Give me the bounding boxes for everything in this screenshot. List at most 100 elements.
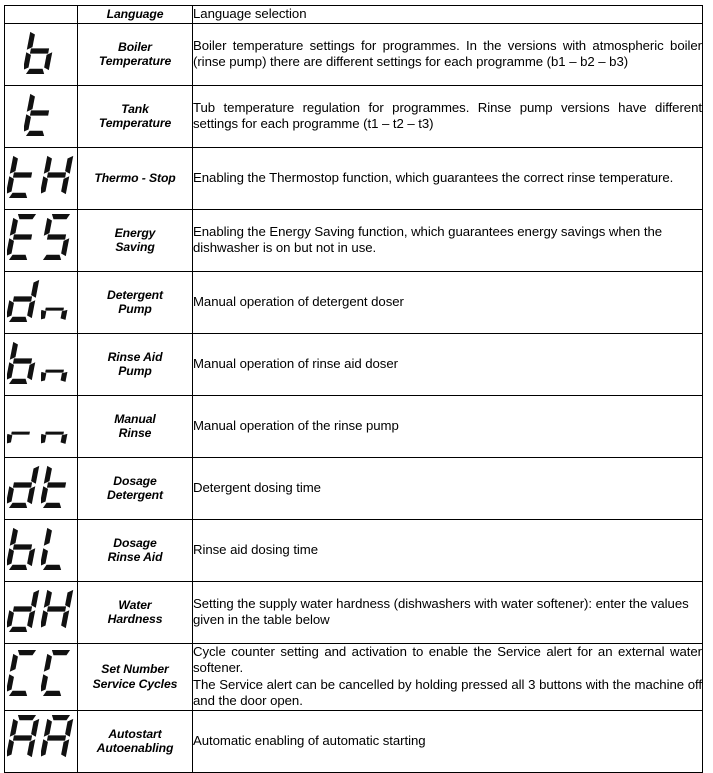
segment-d xyxy=(25,68,45,74)
segment-c xyxy=(61,237,70,256)
table-row: Boiler Temperature Boiler temperature sett… xyxy=(4,22,703,86)
segment-a xyxy=(17,213,37,219)
description-cell: Enabling the Thermostop function, which … xyxy=(192,146,703,210)
display-code-cell xyxy=(4,332,78,396)
segment-a xyxy=(17,650,37,656)
parameter-table-body: Language Language selection Boiler Temperat… xyxy=(4,5,703,773)
seven-segment-code-b xyxy=(24,24,58,80)
segment-g xyxy=(12,605,33,612)
display-code-cell xyxy=(4,518,78,582)
table-row: Rinse Aid Pump Manual operation of rinse a… xyxy=(4,332,703,396)
segment-g xyxy=(12,295,33,302)
segment-a xyxy=(51,213,71,219)
segment-b xyxy=(65,155,74,174)
parameter-name-line: Language xyxy=(106,7,164,22)
segment-d xyxy=(42,691,62,697)
parameter-name-line: Pump xyxy=(118,364,152,379)
description-text-secondary: The Service alert can be cancelled by ho… xyxy=(193,676,702,709)
parameter-table: Language Language selection Boiler Temperat… xyxy=(4,5,703,773)
table-row: Water Hardness Setting the supply water ha… xyxy=(4,580,703,644)
segment-e xyxy=(41,485,48,504)
seven-segment-char-d xyxy=(7,582,41,638)
segment-c xyxy=(60,433,68,444)
parameter-name-line: Water xyxy=(118,597,152,612)
segment-d xyxy=(8,316,28,322)
segment-f xyxy=(9,527,18,546)
segment-e xyxy=(41,309,47,320)
parameter-name-line: Dosage xyxy=(113,473,157,488)
segment-e xyxy=(24,113,31,132)
parameter-name-cell: Energy Saving xyxy=(77,208,193,272)
segment-b xyxy=(31,718,40,737)
parameter-name-cell: Set Number Service Cycles xyxy=(77,642,193,711)
parameter-name-line: Energy xyxy=(114,225,156,240)
segment-e xyxy=(7,175,14,194)
description-cell: Boiler temperature settings for programm… xyxy=(192,22,703,86)
segment-a xyxy=(17,714,37,721)
segment-b xyxy=(65,589,74,608)
segment-g xyxy=(45,369,64,373)
display-code-cell xyxy=(4,84,78,148)
seven-segment-char-H xyxy=(41,148,75,204)
parameter-name-line: Rinse xyxy=(118,426,152,441)
segment-c xyxy=(27,547,36,566)
description-text: Rinse aid dosing time xyxy=(193,541,319,557)
parameter-name-line: Pump xyxy=(118,302,152,317)
display-code-cell xyxy=(4,456,78,520)
seven-segment-char-C xyxy=(41,646,75,702)
segment-g xyxy=(11,431,30,435)
seven-segment-char-n xyxy=(41,396,75,452)
description-cell: Manual operation of detergent doser xyxy=(192,270,703,334)
segment-e xyxy=(7,609,14,628)
segment-c xyxy=(27,485,36,504)
segment-f xyxy=(43,465,52,484)
table-row: Energy Saving Enabling the Energy Saving f… xyxy=(4,208,703,272)
segment-f xyxy=(43,155,52,174)
seven-segment-char-r xyxy=(7,396,41,452)
table-row: Set Number Service Cycles Cycle counter se… xyxy=(4,642,703,711)
segment-f xyxy=(9,155,18,174)
description-cell: Language selection xyxy=(192,5,703,24)
seven-segment-char-S xyxy=(41,210,75,266)
table-row: Detergent Pump Manual operation of deterge… xyxy=(4,270,703,334)
segment-e xyxy=(41,175,48,194)
parameter-name-cell: Dosage Detergent xyxy=(77,456,193,520)
seven-segment-code-dH xyxy=(7,582,75,638)
parameter-name-line: Tank xyxy=(121,101,149,116)
segment-f xyxy=(43,718,52,737)
segment-e xyxy=(7,485,14,504)
segment-d xyxy=(8,192,28,198)
seven-segment-char-d xyxy=(7,458,41,514)
segment-g xyxy=(12,171,33,178)
seven-segment-char-A xyxy=(41,711,75,767)
segment-e xyxy=(41,433,47,444)
description-text: Enabling the Energy Saving function, whi… xyxy=(193,223,663,256)
display-code-cell xyxy=(4,709,78,773)
description-text: Enabling the Thermostop function, which … xyxy=(193,169,674,185)
description-cell: Cycle counter setting and activation to … xyxy=(192,642,703,711)
segment-f xyxy=(43,589,52,608)
segment-f xyxy=(43,527,52,546)
segment-d xyxy=(8,502,28,508)
table-row: Dosage Rinse Aid Rinse aid dosing time xyxy=(4,518,703,582)
seven-segment-code-dt xyxy=(7,458,75,514)
parameter-name-cell: Language xyxy=(77,5,193,24)
display-code-cell xyxy=(4,270,78,334)
segment-a xyxy=(51,650,71,656)
segment-c xyxy=(27,361,36,380)
segment-e xyxy=(41,609,48,628)
segment-d xyxy=(42,254,62,260)
parameter-name-line: Detergent xyxy=(107,488,163,503)
segment-f xyxy=(9,654,18,672)
segment-f xyxy=(9,341,18,360)
description-text: Manual operation of the rinse pump xyxy=(193,417,399,433)
segment-e xyxy=(41,674,48,693)
display-code-cell xyxy=(4,208,78,272)
parameter-name-line: Thermo - Stop xyxy=(94,170,176,185)
parameter-name-line: Hardness xyxy=(107,612,163,627)
parameter-name-line: Service Cycles xyxy=(92,676,178,691)
segment-d xyxy=(42,564,62,570)
seven-segment-char-L xyxy=(41,520,75,576)
display-code-cell xyxy=(4,22,78,86)
segment-g xyxy=(12,357,33,364)
